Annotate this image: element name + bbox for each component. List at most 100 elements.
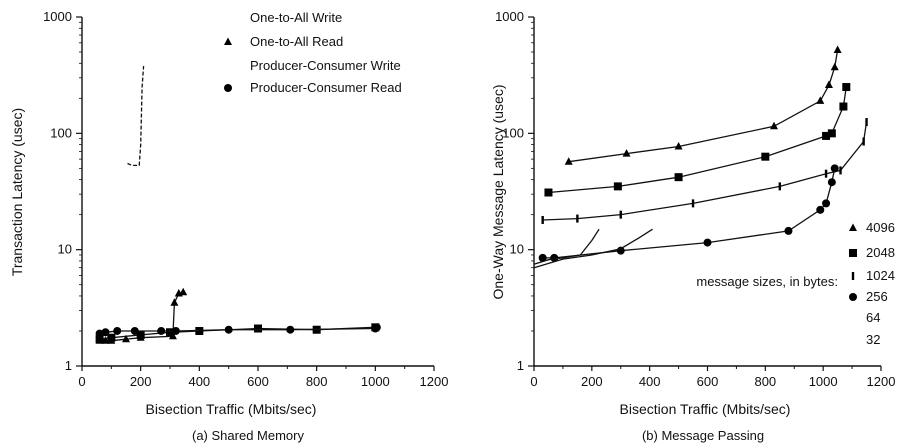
y-tick-label: 100	[50, 125, 72, 140]
legend-marker	[224, 84, 232, 92]
y-axis-label: Transaction Latency (usec)	[9, 108, 25, 276]
x-tick-label: 1000	[809, 374, 838, 389]
series-layer	[95, 65, 381, 344]
data-point	[691, 199, 695, 208]
data-point	[842, 83, 851, 92]
data-point	[136, 330, 145, 339]
data-point	[816, 96, 825, 104]
data-point	[778, 182, 781, 191]
legend-entry: Producer-Consumer Read	[250, 80, 402, 95]
y-tick-label: 1000	[43, 9, 72, 24]
data-point	[564, 157, 573, 165]
x-axis-label: Bisection Traffic (Mbits/sec)	[620, 401, 791, 417]
series-line	[542, 168, 836, 259]
data-point	[816, 205, 825, 214]
data-point	[541, 215, 544, 224]
data-point	[622, 149, 631, 157]
legend: One-to-All Write One-to-All Read Producer-…	[224, 10, 402, 95]
data-point	[619, 210, 622, 219]
series-one-to-all-write	[127, 65, 145, 167]
axes: 0 200 400 600 800 1000 1200 1 10 100 1000	[495, 9, 895, 389]
data-point	[761, 152, 770, 161]
x-tick-label: 400	[639, 374, 661, 389]
series-line	[533, 228, 653, 269]
series-line	[127, 65, 145, 167]
y-axis-label: One-Way Message Latency (usec)	[490, 84, 506, 299]
series-layer	[533, 45, 868, 269]
data-point	[862, 137, 865, 146]
data-point	[830, 62, 839, 71]
data-point	[824, 169, 828, 178]
legend-entry: 2048	[866, 245, 895, 260]
x-axis-label: Bisection Traffic (Mbits/sec)	[146, 401, 317, 417]
data-point	[833, 45, 842, 54]
x-tick-label: 200	[581, 374, 603, 389]
message-passing-chart: 0 200 400 600 800 1000 1200 1 10 100 1000 Bisectio…	[490, 9, 895, 443]
data-point	[538, 253, 547, 262]
series-line	[533, 228, 600, 265]
data-point	[822, 131, 831, 140]
data-point	[839, 102, 848, 111]
series-256	[538, 164, 839, 262]
data-point	[107, 333, 116, 342]
y-tick-label: 1	[65, 358, 72, 373]
y-tick-label: 10	[58, 242, 72, 257]
data-point	[122, 334, 130, 343]
data-point	[171, 326, 180, 335]
legend-marker	[849, 293, 857, 301]
data-point	[179, 287, 188, 296]
data-point	[616, 246, 625, 255]
legend-entry: 4096	[866, 220, 895, 235]
data-point	[101, 328, 110, 337]
x-tick-label: 0	[78, 374, 85, 389]
series-line	[568, 49, 839, 163]
data-point	[674, 142, 683, 150]
data-point	[544, 188, 553, 197]
legend-entry: 256	[866, 289, 888, 304]
series-32	[533, 228, 653, 269]
data-point	[770, 121, 779, 130]
data-point	[822, 199, 831, 208]
x-tick-label: 0	[530, 374, 537, 389]
shared-memory-chart: 0 200 400 600 800 1000 1200 1 10 100 1000 Bisectio…	[9, 9, 448, 443]
x-tick-label: 200	[130, 374, 152, 389]
y-tick-label: 10	[510, 242, 524, 257]
data-point	[224, 325, 233, 334]
series-line	[548, 86, 847, 194]
series-4096	[564, 45, 842, 165]
data-point	[674, 173, 683, 182]
data-point	[865, 118, 868, 127]
data-point	[827, 129, 836, 138]
data-point	[830, 164, 839, 173]
legend-entry: 32	[866, 332, 880, 347]
legend-entry: 64	[866, 310, 880, 325]
series-1024	[541, 118, 868, 224]
legend-entry: One-to-All Write	[250, 10, 342, 25]
data-point	[166, 328, 174, 337]
x-tick-label: 800	[306, 374, 328, 389]
data-point	[824, 80, 833, 89]
legend-marker	[224, 37, 232, 45]
x-tick-label: 1200	[867, 374, 896, 389]
data-point	[157, 326, 166, 335]
x-tick-label: 800	[754, 374, 776, 389]
chart-caption: (b) Message Passing	[642, 428, 764, 443]
legend: message sizes, in bytes: 4096 2048 1024 256 6…	[696, 220, 895, 347]
y-tick-label: 1	[517, 358, 524, 373]
series-2048	[544, 83, 851, 197]
legend-entry: 1024	[866, 268, 895, 283]
series-producer-consumer-read	[95, 323, 381, 338]
legend-entry: One-to-All Read	[250, 34, 343, 49]
chart-caption: (a) Shared Memory	[192, 428, 304, 443]
x-tick-label: 600	[697, 374, 719, 389]
data-point	[113, 326, 122, 335]
legend-marker	[849, 223, 857, 231]
x-tick-label: 1200	[420, 374, 449, 389]
data-point	[372, 323, 381, 332]
series-64	[533, 228, 600, 265]
legend-marker	[849, 249, 857, 257]
x-tick-label: 1000	[361, 374, 390, 389]
data-point	[827, 178, 836, 187]
series-line	[99, 326, 378, 335]
